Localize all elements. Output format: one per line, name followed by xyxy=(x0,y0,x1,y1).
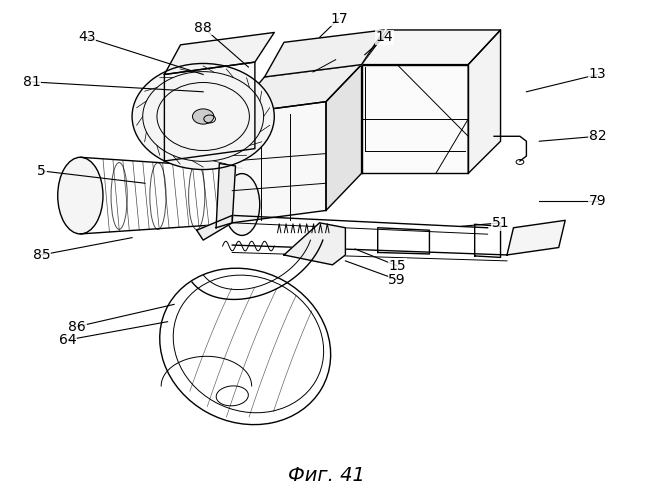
Polygon shape xyxy=(362,64,468,174)
Text: 85: 85 xyxy=(33,248,50,262)
Polygon shape xyxy=(362,30,501,64)
Text: 82: 82 xyxy=(589,130,606,143)
Polygon shape xyxy=(284,223,346,265)
Ellipse shape xyxy=(192,109,214,124)
Text: 79: 79 xyxy=(589,194,606,207)
Text: 17: 17 xyxy=(330,12,348,26)
Text: 43: 43 xyxy=(78,30,96,44)
Text: 64: 64 xyxy=(59,333,76,347)
Text: 81: 81 xyxy=(23,75,40,89)
Polygon shape xyxy=(326,64,362,210)
Polygon shape xyxy=(216,164,235,228)
Text: Фиг. 41: Фиг. 41 xyxy=(288,466,364,485)
Polygon shape xyxy=(232,64,362,114)
Ellipse shape xyxy=(132,64,274,170)
Polygon shape xyxy=(164,62,255,161)
Text: 14: 14 xyxy=(376,30,393,44)
Text: 88: 88 xyxy=(194,20,212,34)
Text: 86: 86 xyxy=(68,320,86,334)
Text: 5: 5 xyxy=(37,164,46,178)
Polygon shape xyxy=(164,32,274,74)
Text: 13: 13 xyxy=(589,68,606,82)
Text: 59: 59 xyxy=(389,272,406,286)
Polygon shape xyxy=(507,220,565,255)
Polygon shape xyxy=(265,30,384,77)
Ellipse shape xyxy=(58,158,103,234)
Polygon shape xyxy=(468,30,501,174)
Text: 51: 51 xyxy=(492,216,509,230)
Polygon shape xyxy=(197,216,232,240)
Text: 15: 15 xyxy=(389,259,406,273)
Polygon shape xyxy=(232,102,326,223)
Ellipse shape xyxy=(224,174,259,236)
